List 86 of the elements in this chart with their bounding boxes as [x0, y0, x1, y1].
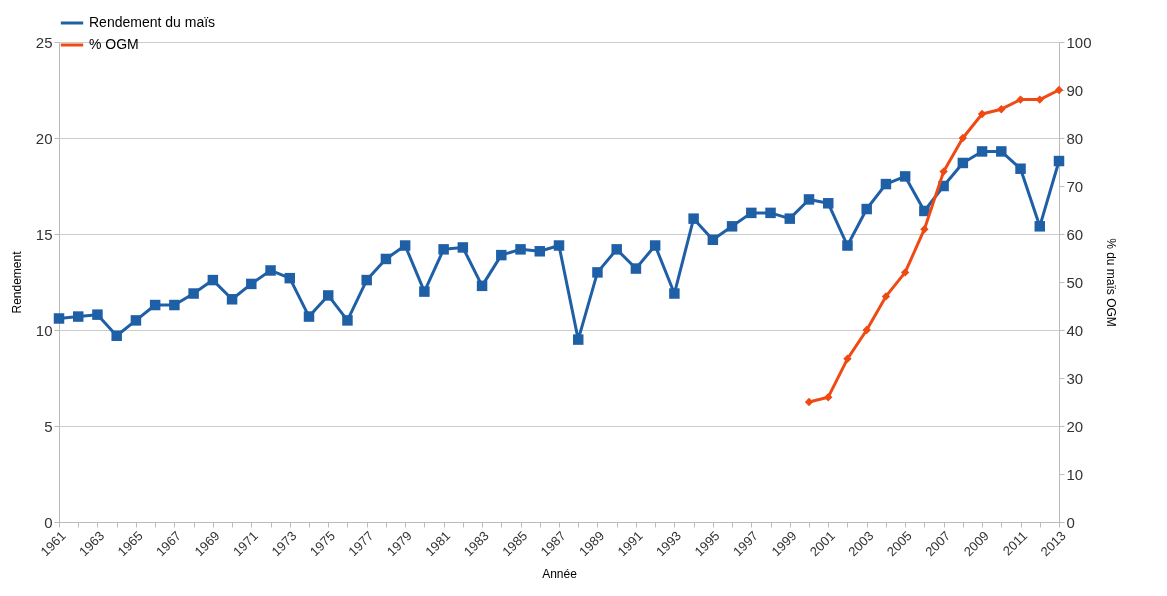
- point: [900, 268, 910, 277]
- y2-tick-label: 20: [1066, 417, 1084, 435]
- point: [284, 272, 296, 284]
- point: [803, 194, 815, 205]
- y2-tick-label: 70: [1066, 177, 1084, 195]
- point: [688, 213, 699, 224]
- point: [861, 203, 872, 215]
- point: [572, 334, 584, 345]
- point: [784, 213, 796, 224]
- point: [899, 171, 911, 182]
- y2-tick-label: 80: [1066, 129, 1084, 147]
- point: [457, 242, 469, 253]
- point: [92, 309, 103, 320]
- y-tick-label: 20: [35, 129, 53, 147]
- point: [361, 274, 372, 286]
- point: [862, 325, 871, 335]
- y-axis-title: Rendement: [9, 250, 24, 314]
- point: [611, 244, 622, 255]
- point: [957, 157, 969, 169]
- point: [765, 207, 776, 219]
- point: [958, 133, 968, 143]
- point: [1053, 155, 1065, 167]
- point: [997, 105, 1006, 114]
- legend-label: Rendement du maïs: [89, 14, 216, 30]
- y2-tick-label: 30: [1066, 369, 1084, 387]
- point: [843, 354, 852, 363]
- point: [553, 240, 565, 251]
- y-tick-label: 15: [35, 225, 53, 243]
- point: [246, 278, 257, 290]
- point: [592, 267, 603, 278]
- point: [649, 240, 661, 251]
- point: [1054, 85, 1064, 95]
- x-axis-title: Année: [542, 567, 578, 582]
- point: [111, 330, 122, 341]
- y-tick-label: 25: [35, 33, 53, 51]
- point: [881, 292, 891, 301]
- point: [630, 263, 642, 274]
- point: [976, 146, 988, 157]
- y2-tick-label: 10: [1066, 465, 1084, 483]
- point: [130, 315, 142, 326]
- point: [977, 109, 987, 119]
- point: [380, 253, 392, 265]
- point: [496, 249, 507, 261]
- point: [476, 280, 488, 292]
- legend-label: % OGM: [89, 36, 139, 52]
- point: [226, 294, 238, 305]
- point: [207, 274, 219, 286]
- point: [1015, 163, 1026, 174]
- point: [534, 246, 546, 257]
- point: [188, 288, 199, 299]
- y-tick-label: 5: [44, 417, 53, 435]
- point: [996, 146, 1007, 157]
- point: [303, 311, 315, 322]
- y-tick-label: 0: [44, 513, 53, 531]
- point: [824, 393, 833, 402]
- y2-tick-label: 90: [1066, 81, 1084, 99]
- point: [53, 313, 65, 324]
- y-tick-label: 10: [35, 321, 53, 339]
- y2-tick-label: 100: [1066, 33, 1092, 51]
- point: [438, 244, 449, 255]
- point: [804, 397, 814, 407]
- point: [880, 178, 892, 190]
- point: [842, 240, 853, 251]
- point: [669, 288, 680, 299]
- point: [726, 221, 738, 232]
- y2-axis-title: % du maïs OGM: [1103, 238, 1118, 327]
- point: [939, 167, 948, 176]
- point: [515, 244, 526, 255]
- point: [1034, 221, 1046, 232]
- point: [822, 198, 834, 209]
- point: [72, 311, 84, 322]
- point: [322, 290, 334, 301]
- point: [149, 299, 161, 311]
- point: [265, 265, 276, 276]
- y2-tick-label: 0: [1066, 513, 1075, 531]
- y2-tick-label: 50: [1066, 273, 1084, 291]
- point: [342, 315, 353, 326]
- point: [399, 240, 411, 251]
- point: [746, 207, 757, 219]
- point: [920, 225, 929, 234]
- point: [707, 234, 719, 245]
- y2-tick-label: 60: [1066, 225, 1084, 243]
- point: [419, 286, 430, 297]
- point: [169, 299, 180, 311]
- point: [1016, 95, 1025, 104]
- y2-tick-label: 40: [1066, 321, 1084, 339]
